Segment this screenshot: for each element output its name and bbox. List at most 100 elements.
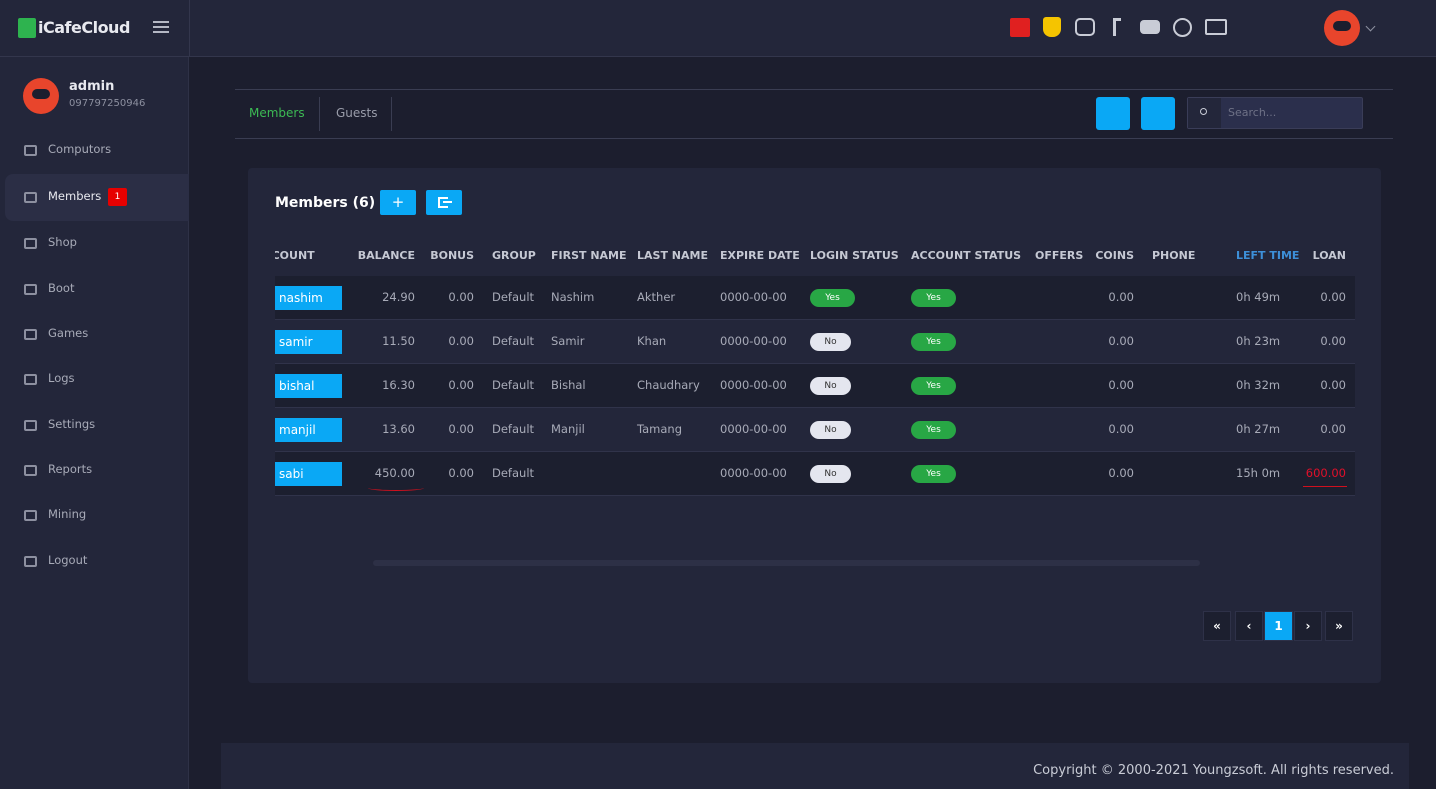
- account-button[interactable]: samir: [275, 330, 342, 354]
- cell: 0.00: [1108, 422, 1134, 436]
- nav-item[interactable]: Logout: [48, 553, 88, 567]
- table-row: [275, 496, 1355, 500]
- tab[interactable]: Guests: [336, 106, 378, 120]
- cell: Tamang: [637, 422, 683, 436]
- page-button[interactable]: ‹: [1235, 611, 1263, 641]
- column-header[interactable]: LEFT TIME: [1236, 249, 1300, 262]
- cell: Akther: [637, 290, 676, 304]
- page-button[interactable]: 1: [1264, 611, 1293, 641]
- annotation-underline: [368, 485, 424, 491]
- cell: Nashim: [551, 290, 595, 304]
- cell: 0.00: [448, 466, 474, 480]
- tabs-bar: [235, 89, 1393, 139]
- nav-icon: [24, 420, 37, 431]
- account-button[interactable]: sabi: [275, 462, 342, 486]
- divider: [189, 0, 190, 57]
- cell: Bishal: [551, 378, 586, 392]
- cell: 15h 0m: [1236, 466, 1281, 480]
- column-header: GROUP: [492, 249, 536, 262]
- export-button[interactable]: [426, 190, 462, 215]
- nav-icon: [24, 284, 37, 295]
- brand: iCafeCloud: [38, 18, 130, 37]
- nav-badge: 1: [108, 188, 127, 206]
- nav-item[interactable]: Shop: [48, 235, 77, 249]
- column-header: EXPIRE DATE: [720, 249, 800, 262]
- user-phone: 097797250946: [69, 98, 146, 109]
- cell: 0h 27m: [1236, 422, 1281, 436]
- cell: 24.90: [382, 290, 415, 304]
- cell: 0h 49m: [1236, 290, 1281, 304]
- user-avatar: [23, 78, 59, 114]
- account-button[interactable]: nashim: [275, 286, 342, 310]
- nav-icon: [24, 510, 37, 521]
- cell: 11.50: [382, 334, 415, 348]
- cell: 0.00: [448, 334, 474, 348]
- icon-youtube[interactable]: [1140, 20, 1160, 34]
- status-pill: No: [810, 421, 851, 439]
- divider: [391, 97, 392, 131]
- divider: [319, 97, 320, 131]
- nav-icon: [24, 374, 37, 385]
- cell: 0.00: [1108, 334, 1134, 348]
- user-avatar-top[interactable]: [1324, 10, 1360, 46]
- status-pill: No: [810, 333, 851, 351]
- cell: 0000-00-00: [720, 334, 787, 348]
- search-box[interactable]: [1187, 97, 1363, 129]
- cell: 0h 32m: [1236, 378, 1281, 392]
- nav-icon: [24, 145, 37, 156]
- nav-item[interactable]: Mining: [48, 507, 87, 521]
- status-pill: No: [810, 377, 851, 395]
- account-button[interactable]: manjil: [275, 418, 342, 442]
- column-header: OFFERS: [1035, 249, 1084, 262]
- nav-item[interactable]: Games: [48, 326, 89, 340]
- nav-item[interactable]: Members: [48, 189, 102, 203]
- cell: 600.00: [1305, 466, 1346, 480]
- cell: Manjil: [551, 422, 585, 436]
- status-pill: Yes: [810, 289, 855, 307]
- cell: Default: [492, 422, 535, 436]
- cell: 0.00: [448, 422, 474, 436]
- cell: 0000-00-00: [720, 466, 787, 480]
- footer-text: Copyright © 2000-2021 Youngzsoft. All ri…: [1033, 763, 1394, 778]
- cell: 0000-00-00: [720, 290, 787, 304]
- column-header: LAST NAME: [637, 249, 708, 262]
- nav-item[interactable]: Computors: [48, 142, 112, 156]
- page-button[interactable]: »: [1325, 611, 1353, 641]
- footer: [221, 743, 1409, 789]
- menu-toggle[interactable]: [153, 21, 169, 33]
- account-button[interactable]: bishal: [275, 374, 342, 398]
- column-header: LOGIN STATUS: [810, 249, 899, 262]
- cell: 0.00: [1108, 290, 1134, 304]
- status-pill: Yes: [911, 465, 956, 483]
- cell: 0.00: [1320, 290, 1346, 304]
- icon-globe[interactable]: [1173, 18, 1192, 37]
- column-header: LOAN: [1312, 249, 1346, 262]
- annotation-underline: [1303, 484, 1347, 487]
- trophy-button[interactable]: [1141, 97, 1175, 130]
- tab-active[interactable]: Members: [249, 106, 305, 120]
- page-button[interactable]: ›: [1294, 611, 1322, 641]
- nav-item[interactable]: Reports: [48, 462, 93, 476]
- icon-gift[interactable]: [1010, 18, 1030, 37]
- cell: Default: [492, 378, 535, 392]
- status-pill: Yes: [911, 421, 956, 439]
- topbar: [0, 0, 1436, 57]
- brand-logo: [18, 18, 36, 38]
- nav-icon: [24, 192, 37, 203]
- cell: Chaudhary: [637, 378, 700, 392]
- scrollbar[interactable]: [373, 560, 1200, 566]
- nav-item[interactable]: Logs: [48, 371, 75, 385]
- nav-item[interactable]: Boot: [48, 281, 75, 295]
- column-header: BALANCE: [357, 249, 415, 262]
- icon-discord[interactable]: [1075, 18, 1095, 36]
- icon-trophy[interactable]: [1043, 17, 1061, 37]
- cell: Default: [492, 334, 535, 348]
- add-button[interactable]: +: [380, 190, 416, 215]
- nav-item[interactable]: Settings: [48, 417, 96, 431]
- cell: 0.00: [448, 290, 474, 304]
- icon-book[interactable]: [1205, 19, 1227, 35]
- group-button[interactable]: [1096, 97, 1130, 130]
- icon-facebook[interactable]: [1113, 18, 1121, 36]
- page-button[interactable]: «: [1203, 611, 1231, 641]
